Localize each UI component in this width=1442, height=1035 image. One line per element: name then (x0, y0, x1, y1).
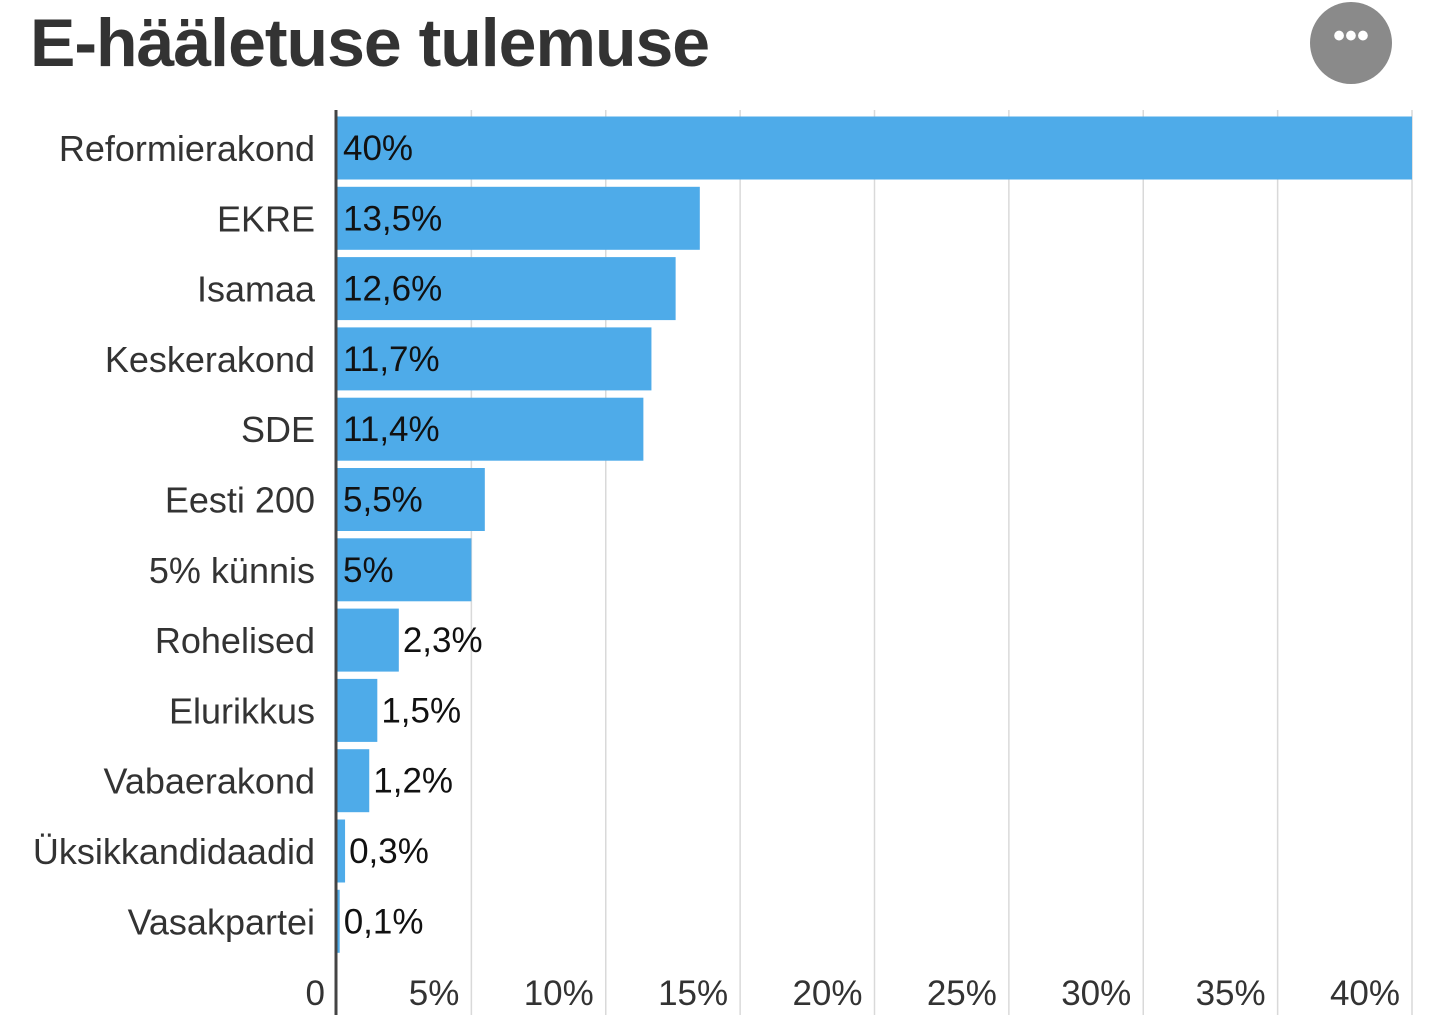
category-label-1: EKRE (217, 198, 315, 239)
bar-2 (337, 257, 676, 321)
bar-0 (337, 116, 1412, 180)
value-label-1: 13,5% (343, 199, 442, 238)
value-label-6: 5% (343, 551, 394, 590)
category-label-8: Elurikkus (169, 690, 315, 731)
value-label-4: 11,4% (343, 410, 440, 449)
x-tick-label-5: 5% (409, 974, 460, 1013)
bar-9 (337, 749, 370, 813)
category-label-9: Vabaerakond (104, 761, 316, 802)
value-label-10: 0,3% (349, 832, 429, 871)
x-tick-label-20: 20% (792, 974, 862, 1013)
category-label-0: Reformierakond (59, 128, 315, 169)
page-title: E-hääletuse tulemuse (30, 5, 710, 81)
bar-4 (337, 397, 644, 461)
x-tick-label-30: 30% (1061, 974, 1131, 1013)
category-label-3: Keskerakond (105, 339, 315, 380)
bar-6 (337, 538, 472, 602)
value-label-9: 1,2% (373, 762, 453, 801)
x-tick-label-10: 10% (524, 974, 594, 1013)
x-tick-label-15: 15% (658, 974, 728, 1013)
value-label-8: 1,5% (381, 691, 461, 730)
bar-3 (337, 327, 652, 391)
bar-1 (337, 186, 700, 250)
x-tick-label-35: 35% (1196, 974, 1266, 1013)
bar-10 (337, 819, 346, 883)
more-options-button[interactable]: ••• (1310, 2, 1392, 84)
category-label-5: Eesti 200 (165, 480, 315, 521)
category-label-2: Isamaa (197, 269, 316, 310)
more-horizontal-icon: ••• (1333, 17, 1369, 55)
bar-8 (337, 678, 378, 742)
category-label-7: Rohelised (155, 620, 315, 661)
bar-11 (337, 889, 340, 953)
category-label-4: SDE (241, 409, 315, 450)
x-tick-label-25: 25% (927, 974, 997, 1013)
category-label-6: 5% künnis (149, 550, 315, 591)
x-tick-label-0: 0 (306, 974, 325, 1013)
value-label-5: 5,5% (343, 481, 423, 520)
value-label-11: 0,1% (344, 902, 424, 941)
value-label-3: 11,7% (343, 340, 440, 379)
bar-5 (337, 468, 485, 531)
value-label-7: 2,3% (403, 621, 483, 660)
x-tick-label-40: 40% (1330, 974, 1400, 1013)
value-label-0: 40% (343, 129, 413, 168)
category-label-10: Üksikkandidaadid (33, 831, 315, 872)
category-label-11: Vasakpartei (128, 901, 315, 942)
bar-7 (337, 608, 399, 672)
value-label-2: 12,6% (343, 270, 442, 309)
